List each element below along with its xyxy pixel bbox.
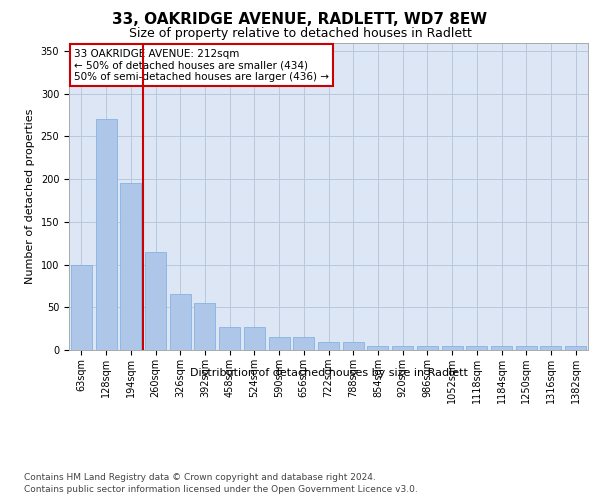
Bar xyxy=(194,303,215,350)
Bar xyxy=(293,337,314,350)
Bar xyxy=(442,346,463,350)
Text: 33 OAKRIDGE AVENUE: 212sqm
← 50% of detached houses are smaller (434)
50% of sem: 33 OAKRIDGE AVENUE: 212sqm ← 50% of deta… xyxy=(74,48,329,82)
Bar xyxy=(516,346,537,350)
Bar xyxy=(466,346,487,350)
Text: Contains public sector information licensed under the Open Government Licence v3: Contains public sector information licen… xyxy=(24,485,418,494)
Bar xyxy=(145,252,166,350)
Bar xyxy=(343,342,364,350)
Bar xyxy=(71,264,92,350)
Text: Distribution of detached houses by size in Radlett: Distribution of detached houses by size … xyxy=(190,368,468,378)
Bar xyxy=(541,346,562,350)
Bar xyxy=(318,342,339,350)
Bar xyxy=(417,346,438,350)
Bar xyxy=(120,184,141,350)
Y-axis label: Number of detached properties: Number of detached properties xyxy=(25,108,35,284)
Bar xyxy=(269,337,290,350)
Text: Contains HM Land Registry data © Crown copyright and database right 2024.: Contains HM Land Registry data © Crown c… xyxy=(24,472,376,482)
Bar xyxy=(170,294,191,350)
Bar xyxy=(95,120,116,350)
Bar xyxy=(219,327,240,350)
Bar xyxy=(392,346,413,350)
Bar xyxy=(491,346,512,350)
Bar xyxy=(367,346,388,350)
Text: Size of property relative to detached houses in Radlett: Size of property relative to detached ho… xyxy=(128,28,472,40)
Bar xyxy=(244,327,265,350)
Text: 33, OAKRIDGE AVENUE, RADLETT, WD7 8EW: 33, OAKRIDGE AVENUE, RADLETT, WD7 8EW xyxy=(112,12,488,28)
Bar xyxy=(565,346,586,350)
